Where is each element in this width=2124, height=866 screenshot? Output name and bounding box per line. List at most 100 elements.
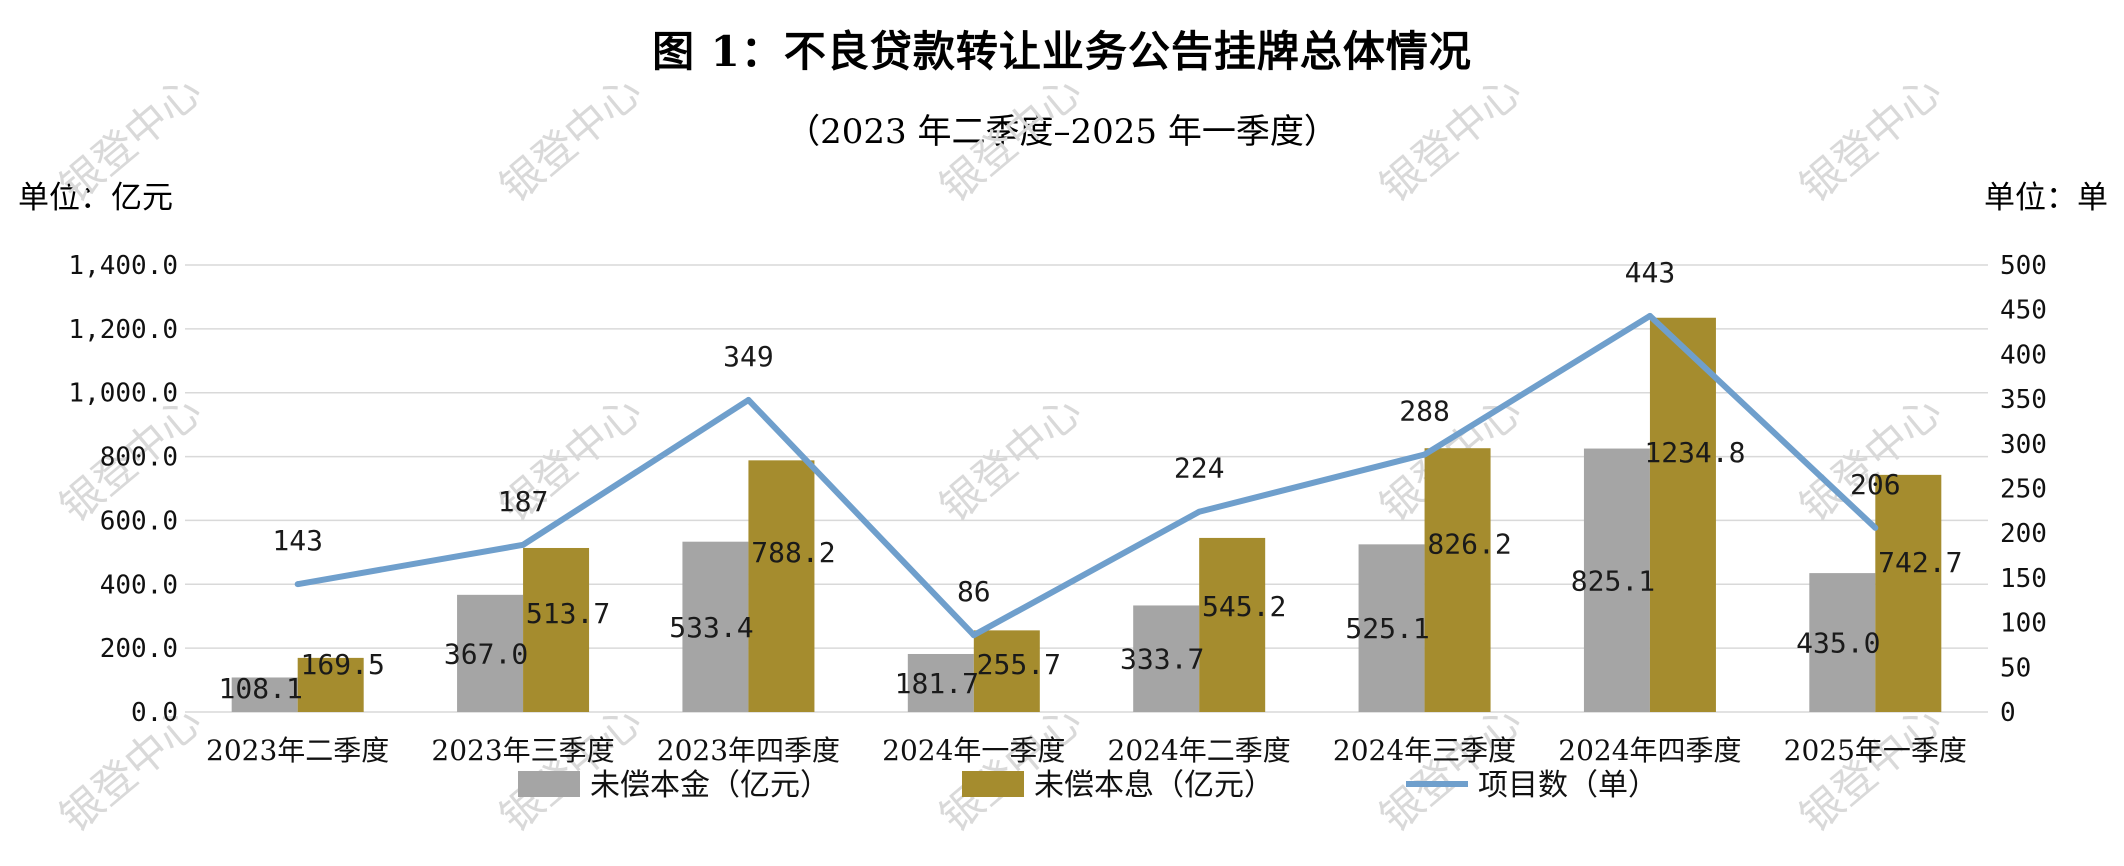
bar-principal	[1809, 573, 1876, 712]
bar-interest	[973, 630, 1040, 712]
category-label: 2024年二季度	[1108, 734, 1291, 767]
right-axis-unit: 单位：单	[1984, 180, 2108, 216]
right-axis: 0 50 100 150 200 250 300 350 400 450 500	[2000, 251, 2047, 728]
bar-interest	[297, 657, 364, 712]
category-label: 2023年三季度	[431, 734, 614, 767]
label-interest: 1234.8	[1644, 436, 1745, 469]
left-axis: 0.0 200.0 400.0 600.0 800.0 1,000.0 1,200.0 1,4…	[68, 251, 178, 728]
category-label: 2025年一季度	[1784, 734, 1967, 767]
count-point	[970, 632, 977, 639]
label-count: 443	[1625, 256, 1676, 289]
watermark-text: 银登中心	[931, 66, 1091, 212]
chart-title: 图 1：不良贷款转让业务公告挂牌总体情况	[652, 27, 1472, 76]
legend-swatch	[518, 771, 580, 797]
right-tick-label: 300	[2000, 430, 2047, 460]
label-count: 224	[1174, 452, 1225, 485]
count-point	[520, 541, 527, 548]
legend: 未偿本金（亿元） 未偿本息（亿元） 项目数（单）	[518, 768, 1658, 803]
label-count: 206	[1850, 468, 1901, 501]
right-tick-label: 200	[2000, 519, 2047, 549]
label-count: 86	[957, 575, 991, 608]
bar-interest	[748, 460, 815, 712]
watermark-text: 银登中心	[1791, 696, 1951, 842]
label-interest: 255.7	[977, 648, 1061, 681]
count-point	[294, 581, 301, 588]
bar-interest	[1649, 317, 1716, 712]
label-interest: 826.2	[1427, 527, 1511, 560]
label-interest: 545.2	[1202, 590, 1286, 623]
bars	[231, 317, 1942, 712]
bar-principal	[1133, 605, 1200, 712]
label-interest: 788.2	[751, 536, 835, 569]
left-tick-label: 400.0	[100, 570, 178, 600]
left-tick-label: 1,200.0	[68, 315, 178, 345]
count-point	[745, 396, 752, 403]
category-label: 2024年三季度	[1333, 734, 1516, 767]
bar-principal	[907, 653, 974, 712]
legend-label: 未偿本金（亿元）	[590, 768, 830, 803]
label-interest: 169.5	[301, 648, 385, 681]
left-axis-unit: 单位：亿元	[18, 180, 173, 216]
count-line	[294, 312, 1879, 639]
label-principal: 525.1	[1345, 612, 1429, 645]
label-principal: 181.7	[895, 667, 979, 700]
watermark-text: 银登中心	[1371, 66, 1531, 212]
watermark-text: 银登中心	[491, 66, 651, 212]
watermark-text: 银登中心	[931, 386, 1091, 532]
legend-swatch	[962, 771, 1024, 797]
left-tick-label: 0.0	[131, 698, 178, 728]
category-label: 2023年四季度	[657, 734, 840, 767]
bar-interest	[523, 547, 590, 712]
category-label: 2023年二季度	[206, 734, 389, 767]
right-tick-label: 0	[2000, 698, 2016, 728]
label-count: 187	[498, 485, 549, 518]
left-tick-label: 1,000.0	[68, 379, 178, 409]
legend-label: 项目数（单）	[1478, 768, 1658, 803]
category-label: 2024年一季度	[882, 734, 1065, 767]
label-principal: 533.4	[669, 611, 753, 644]
count-point	[1872, 524, 1879, 531]
label-principal: 435.0	[1796, 627, 1880, 660]
label-count: 288	[1399, 395, 1450, 428]
category-label: 2024年四季度	[1558, 734, 1741, 767]
left-tick-label: 200.0	[100, 634, 178, 664]
right-tick-label: 100	[2000, 609, 2047, 639]
bar-principal	[457, 594, 524, 712]
left-tick-label: 600.0	[100, 506, 178, 536]
legend-label: 未偿本息（亿元）	[1034, 768, 1274, 803]
left-tick-label: 1,400.0	[68, 251, 178, 281]
right-tick-label: 250	[2000, 475, 2047, 505]
bar-principal	[1358, 544, 1425, 712]
right-tick-label: 350	[2000, 385, 2047, 415]
right-tick-label: 450	[2000, 296, 2047, 326]
bar-interest	[1424, 448, 1491, 712]
bar-principal	[231, 677, 298, 712]
right-tick-label: 50	[2000, 653, 2031, 683]
count-line-path	[297, 312, 1878, 639]
watermark-text: 银登中心	[51, 66, 211, 212]
bar-principal	[1583, 448, 1650, 712]
bar-interest	[1875, 474, 1942, 712]
count-point	[1646, 312, 1653, 319]
x-axis-categories: 2023年二季度 2023年三季度 2023年四季度 2024年一季度 2024年二季度…	[206, 734, 1967, 767]
bar-interest	[1199, 537, 1266, 712]
label-principal: 333.7	[1120, 643, 1204, 676]
label-interest: 513.7	[526, 597, 610, 630]
chart-subtitle: （2023 年二季度–2025 年一季度）	[786, 112, 1338, 152]
label-interest: 742.7	[1878, 546, 1962, 579]
right-tick-label: 500	[2000, 251, 2047, 281]
count-point	[1421, 451, 1428, 458]
watermark-text: 银登中心	[1791, 66, 1951, 212]
count-point	[1196, 508, 1203, 515]
bar-principal	[682, 541, 749, 712]
right-tick-label: 400	[2000, 340, 2047, 370]
label-principal: 367.0	[444, 637, 528, 670]
label-principal: 108.1	[219, 672, 303, 705]
label-count: 349	[723, 340, 774, 373]
label-principal: 825.1	[1571, 564, 1655, 597]
right-tick-label: 150	[2000, 564, 2047, 594]
left-tick-label: 800.0	[100, 443, 178, 473]
label-count: 143	[272, 524, 323, 557]
